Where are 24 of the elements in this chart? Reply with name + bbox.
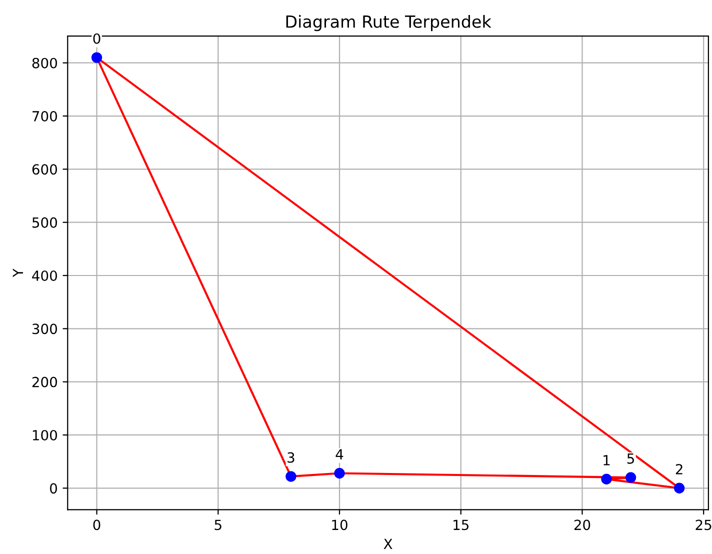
x-tick-label: 15 — [454, 520, 468, 530]
x-tick-label: 0 — [93, 520, 100, 530]
annotation: 1 — [604, 455, 610, 466]
x-tick-label: 20 — [574, 520, 590, 530]
y-tick-label: 300 — [32, 324, 57, 334]
y-tick-label: 500 — [32, 217, 57, 228]
y-tick-label: 400 — [32, 270, 57, 281]
annotation: 3 — [288, 452, 294, 463]
x-tick-label: 5 — [214, 520, 222, 530]
x-tick-label: 10 — [332, 520, 348, 530]
x-tick-label: 25 — [696, 520, 712, 530]
y-tick-label: 800 — [32, 58, 57, 68]
y-tick-label: 200 — [32, 376, 57, 388]
annotation: 5 — [627, 454, 634, 464]
y-axis-title: Y — [12, 268, 23, 278]
y-tick-label: 100 — [32, 430, 57, 440]
annotation: 0 — [93, 33, 100, 44]
y-tick-label: 600 — [32, 164, 57, 175]
y-tick-label: 700 — [32, 110, 57, 122]
x-axis-title: X — [384, 538, 392, 549]
chart-title: Diagram Rute Terpendek — [286, 15, 492, 32]
y-tick-label: 0 — [50, 483, 57, 494]
annotation: 2 — [676, 464, 682, 474]
annotation: 4 — [336, 449, 344, 460]
